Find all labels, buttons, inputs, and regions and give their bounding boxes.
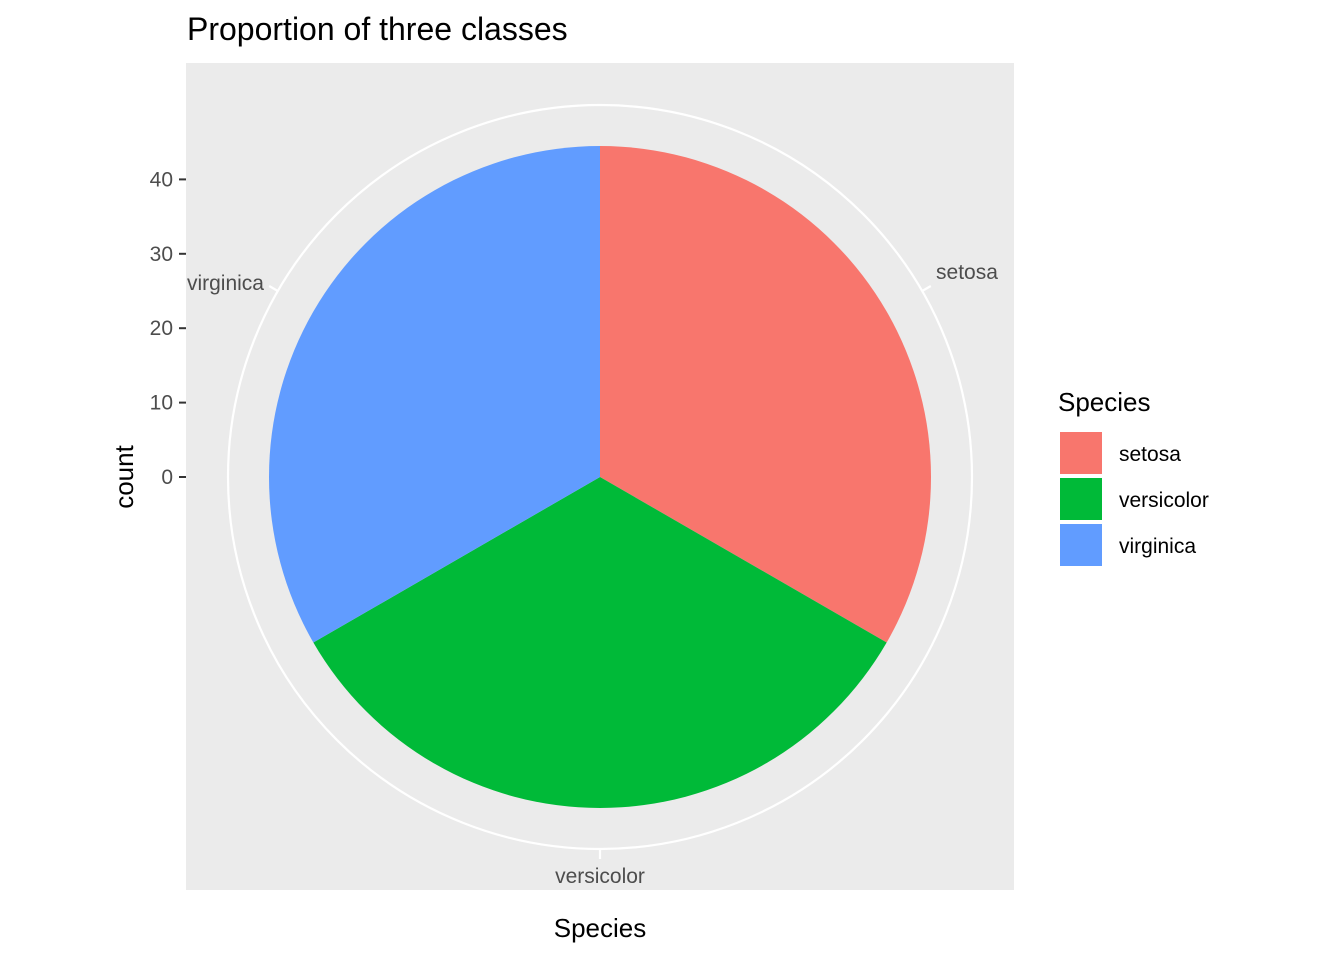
slice-label-ticks <box>268 285 932 859</box>
y-tick-label-20: 20 <box>150 317 173 340</box>
slice-label-versicolor: versicolor <box>555 865 645 888</box>
pie-slices <box>268 146 931 808</box>
x-axis-title: Species <box>554 913 647 943</box>
slice-label-setosa: setosa <box>936 261 998 284</box>
pie-slice-virginica <box>268 146 600 643</box>
legend-label-virginica: virginica <box>1119 535 1196 558</box>
y-tick-label-30: 30 <box>150 243 173 266</box>
slice-tick-virginica <box>268 285 279 292</box>
legend-title: Species <box>1058 387 1151 417</box>
chart-title: Proportion of three classes <box>187 11 568 47</box>
legend-key-virginica <box>1058 522 1104 568</box>
legend-label-versicolor: versicolor <box>1119 489 1209 512</box>
y-tick-label-0: 0 <box>161 466 173 489</box>
y-axis-title: count <box>109 444 139 508</box>
legend: Species setosa versicolor virginica <box>1058 387 1209 568</box>
legend-key-versicolor <box>1058 476 1104 522</box>
y-tick-label-10: 10 <box>150 392 173 415</box>
slice-tick-setosa <box>921 285 932 292</box>
y-tick-label-40: 40 <box>150 168 173 191</box>
slice-labels: setosa versicolor virginica <box>187 261 998 888</box>
legend-key-setosa <box>1058 430 1104 476</box>
y-axis: 0 10 20 30 40 <box>150 168 186 489</box>
slice-label-virginica: virginica <box>187 272 264 295</box>
pie-slice-setosa <box>600 146 931 643</box>
legend-label-setosa: setosa <box>1119 443 1181 466</box>
